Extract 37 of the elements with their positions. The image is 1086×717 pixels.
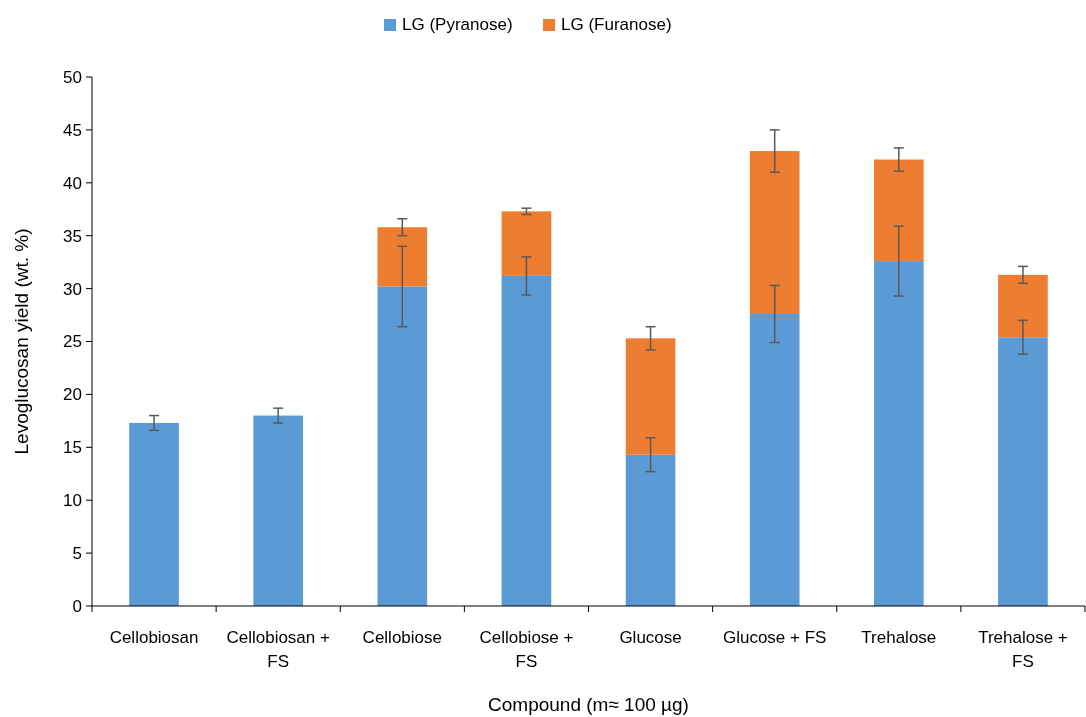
bar — [625, 454, 676, 606]
bar — [501, 275, 552, 606]
y-tick-label: 20 — [63, 385, 82, 405]
y-tick-label: 30 — [63, 279, 82, 299]
x-tick-label: Cellobiose — [362, 628, 443, 647]
y-tick-label: 5 — [72, 544, 82, 564]
y-tick-label: 0 — [72, 596, 82, 616]
bar — [873, 159, 924, 262]
x-tick-label: Cellobiosan + FS — [226, 628, 330, 671]
x-tick-label: Trehalose + FS — [978, 628, 1068, 671]
bar — [749, 313, 800, 606]
y-tick-label: 10 — [63, 491, 82, 511]
bar — [253, 415, 304, 606]
bar — [625, 338, 676, 455]
x-axis-title: Compound (m≈ 100 µg) — [488, 694, 689, 715]
y-tick-label: 45 — [63, 120, 82, 140]
y-axis-title: Levoglucosan yield (wt. %) — [11, 228, 32, 455]
bar — [749, 151, 800, 314]
y-tick-label: 15 — [63, 438, 82, 458]
bar — [377, 227, 428, 287]
legend-label: LG (Pyranose) — [402, 15, 513, 34]
x-tick-label: Trehalose — [861, 628, 937, 647]
y-tick-label: 25 — [63, 332, 82, 352]
y-tick-label: 40 — [63, 173, 82, 193]
y-tick-label: 50 — [63, 67, 82, 87]
bar — [998, 337, 1048, 606]
x-tick-label: Cellobiosan — [109, 628, 199, 647]
legend-label: LG (Furanose) — [561, 15, 672, 34]
x-tick-label: Glucose — [619, 628, 682, 647]
x-tick-label: Glucose + FS — [722, 628, 827, 647]
bar — [501, 211, 552, 276]
bar — [873, 261, 924, 606]
bar — [377, 286, 428, 606]
bar — [998, 274, 1048, 338]
x-tick-label: Cellobiose + FS — [479, 628, 574, 671]
bar — [129, 422, 179, 606]
y-tick-label: 35 — [63, 226, 82, 246]
